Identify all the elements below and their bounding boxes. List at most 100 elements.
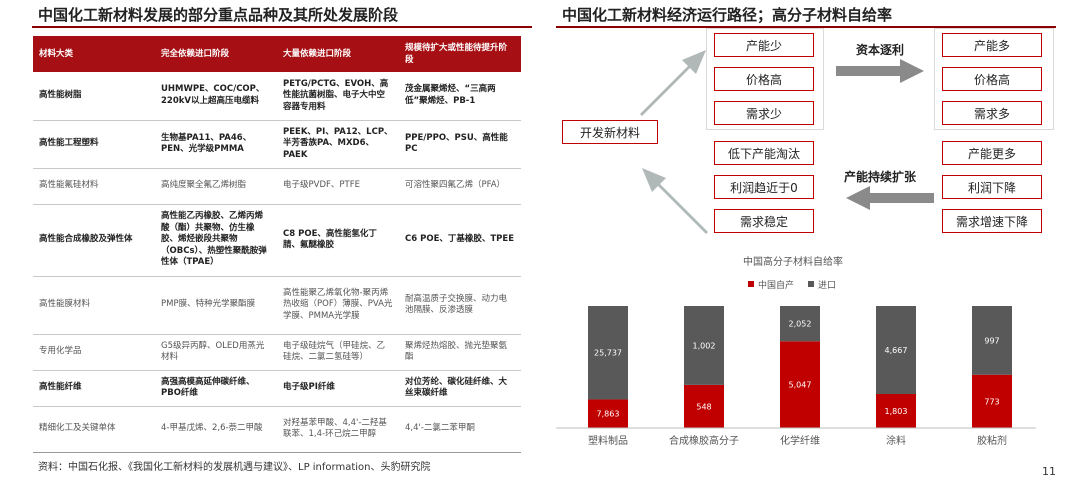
table-cell: 生物基PA11、PA46、PEN、光学级PMMA (155, 120, 277, 169)
table-cell: C8 POE、高性能氢化丁腈、氟醚橡胶 (277, 204, 399, 277)
table-cell: 精细化工及关键单体 (33, 406, 155, 453)
legend-swatch-import (808, 281, 814, 287)
table-cell: 高性能合成橡胶及弹性体 (33, 204, 155, 277)
data-label-import: 4,667 (885, 346, 908, 355)
table-row: 高性能树脂 UHMWPE、COC/COP、220kV以上超高压电缆料 PETG/… (33, 72, 521, 121)
bar-import (780, 306, 820, 342)
table-cell: 专用化学品 (33, 334, 155, 371)
legend-label-import: 进口 (818, 280, 836, 291)
right-arrow-icon (836, 59, 924, 83)
table-cell: PEEK、PI、PA12、LCP、半芳香族PA、MXD6、PAEK (277, 120, 399, 169)
source-note: 资料：中国石化报、《我国化工新材料的发展机遇与建议》、LP informatio… (38, 462, 431, 473)
left-group-box: 产能少 (714, 33, 814, 57)
table-header-cell: 规模待扩大或性能待提升阶段 (399, 36, 521, 72)
table-cell: 电子级PVDF、PTFE (277, 168, 399, 205)
data-label-import: 997 (984, 336, 999, 345)
table-header-cell: 材料大类 (33, 36, 155, 72)
start-box: 开发新材料 (562, 120, 658, 144)
right-group-box: 需求多 (942, 101, 1042, 125)
table-cell: 高性能膜材料 (33, 276, 155, 335)
materials-table: 材料大类 完全依赖进口阶段 大量依赖进口阶段 规模待扩大或性能待提升阶段 高性能… (33, 36, 521, 453)
bar-import (684, 306, 724, 385)
table-row: 高性能工程塑料 生物基PA11、PA46、PEN、光学级PMMA PEEK、PI… (33, 120, 521, 169)
bar-self-produced (780, 341, 820, 428)
legend-label-self: 中国自产 (758, 279, 794, 291)
bar-self-produced (684, 384, 724, 428)
table-cell: 电子级PI纤维 (277, 370, 399, 407)
left-title-rule (32, 26, 532, 28)
table-cell: 高性能氟硅材料 (33, 168, 155, 205)
table-cell: 高性能纤维 (33, 370, 155, 407)
bottom-right-box: 利润下降 (942, 175, 1042, 199)
table-row: 精细化工及关键单体 4-甲基戊烯、2,6-萘二甲酸 对羟基苯甲酸、4,4'-二羟… (33, 406, 521, 453)
left-section-title: 中国化工新材料发展的部分重点品种及其所处发展阶段 (38, 6, 399, 24)
data-label-self: 773 (984, 397, 999, 406)
table-header-cell: 完全依赖进口阶段 (155, 36, 277, 72)
table-cell: PPE/PPO、PSU、高性能PC (399, 120, 521, 169)
table-cell: G5级异丙醇、OLED用蒸光材料 (155, 334, 277, 371)
bar-self-produced (972, 374, 1012, 428)
bottom-right-box: 产能更多 (942, 141, 1042, 165)
bottom-left-box: 需求稳定 (714, 209, 814, 233)
table-cell: UHMWPE、COC/COP、220kV以上超高压电缆料 (155, 72, 277, 121)
data-label-self: 5,047 (789, 381, 812, 390)
bottom-right-box: 需求增速下降 (942, 209, 1042, 233)
table-row: 高性能合成橡胶及弹性体 高性能乙丙橡胶、乙烯丙烯酸（酯）共聚物、仿生橡胶、烯烃嵌… (33, 204, 521, 277)
bar-import (588, 306, 628, 400)
table-row: 高性能纤维 高强高模高延伸碳纤维、PBO纤维 电子级PI纤维 对位芳纶、碳化硅纤… (33, 370, 521, 407)
table-cell: 聚烯烃热熔胶、抛光垫聚氨酯 (399, 334, 521, 371)
top-arrow-label: 资本逐利 (856, 43, 905, 57)
self-sufficiency-chart: 中国高分子材料自给率 中国自产 进口 7,863 25,737 塑料制品 548 1,0… (556, 255, 1036, 447)
x-tick-label: 塑料制品 (588, 434, 628, 447)
data-label-import: 1,002 (693, 341, 716, 350)
table-cell: 电子级硅烷气（甲硅烷、乙硅烷、二氯二氢硅等） (277, 334, 399, 371)
bar-self-produced (588, 399, 628, 428)
table-cell: 耐高温质子交换膜、动力电池隔膜、反渗透膜 (399, 276, 521, 335)
table-cell: PMP膜、特种光学聚酯膜 (155, 276, 277, 335)
table-cell: 对羟基苯甲酸、4,4'-二羟基联苯、1,4-环己烷二甲醇 (277, 406, 399, 453)
table-cell: 高强高模高延伸碳纤维、PBO纤维 (155, 370, 277, 407)
bottom-left-box: 利润趋近于0 (714, 175, 814, 199)
data-label-import: 25,737 (594, 349, 622, 358)
data-label-self: 548 (696, 402, 711, 411)
bar-self-produced (876, 394, 916, 428)
diagonal-up-arrow-icon (640, 50, 706, 116)
data-label-self: 7,863 (597, 410, 620, 419)
diagonal-down-arrow-icon (642, 168, 708, 234)
left-group-box: 需求少 (714, 101, 814, 125)
table-cell: 高性能乙丙橡胶、乙烯丙烯酸（酯）共聚物、仿生橡胶、烯烃嵌段共聚物（OBCs）、热… (155, 204, 277, 277)
bottom-arrow-label: 产能持续扩张 (844, 170, 917, 184)
right-title-rule (556, 26, 1056, 28)
left-group-box: 价格高 (714, 67, 814, 91)
table-cell: 茂金属聚烯烃、“三高两低”聚烯烃、PB-1 (399, 72, 521, 121)
legend-swatch-self (748, 281, 754, 287)
x-tick-label: 胶粘剂 (977, 434, 1007, 447)
table-header-cell: 大量依赖进口阶段 (277, 36, 399, 72)
bar-import (972, 306, 1012, 375)
table-cell: 高性能聚乙烯氧化物-聚丙烯热收缩（POF）薄膜、PVA光学膜、PMMA光学膜 (277, 276, 399, 335)
x-tick-label: 合成橡胶高分子 (669, 434, 739, 447)
bar-import (876, 306, 916, 395)
x-tick-label: 化学纤维 (780, 434, 820, 447)
page-number: 11 (1042, 465, 1056, 478)
data-label-import: 2,052 (789, 320, 812, 329)
table-header-row: 材料大类 完全依赖进口阶段 大量依赖进口阶段 规模待扩大或性能待提升阶段 (33, 36, 521, 72)
right-group-box: 产能多 (942, 33, 1042, 57)
table-cell: 高性能工程塑料 (33, 120, 155, 169)
table-cell: 对位芳纶、碳化硅纤维、大丝束碳纤维 (399, 370, 521, 407)
table-cell: 可溶性聚四氟乙烯（PFA） (399, 168, 521, 205)
table-cell: 高纯度聚全氟乙烯树脂 (155, 168, 277, 205)
data-label-self: 1,803 (885, 407, 908, 416)
table-cell: 高性能树脂 (33, 72, 155, 121)
bars-layer: 7,863 25,737 塑料制品 548 1,002 合成橡胶高分子 5,047 2,052… (588, 306, 1012, 447)
right-group-box: 价格高 (942, 67, 1042, 91)
table-row: 专用化学品 G5级异丙醇、OLED用蒸光材料 电子级硅烷气（甲硅烷、乙硅烷、二氯… (33, 334, 521, 371)
table-row: 高性能膜材料 PMP膜、特种光学聚酯膜 高性能聚乙烯氧化物-聚丙烯热收缩（POF… (33, 276, 521, 335)
table-cell: PETG/PCTG、EVOH、高性能抗菌树脂、电子大中空容器专用料 (277, 72, 399, 121)
table-row: 高性能氟硅材料 高纯度聚全氟乙烯树脂 电子级PVDF、PTFE 可溶性聚四氟乙烯… (33, 168, 521, 205)
bottom-left-box: 低下产能淘汰 (714, 141, 814, 165)
table-cell: C6 POE、丁基橡胶、TPEE (399, 204, 521, 277)
table-cell: 4,4'-二氯二苯甲酮 (399, 406, 521, 453)
chart-title: 中国高分子材料自给率 (743, 255, 843, 268)
x-tick-label: 涂料 (886, 434, 906, 447)
